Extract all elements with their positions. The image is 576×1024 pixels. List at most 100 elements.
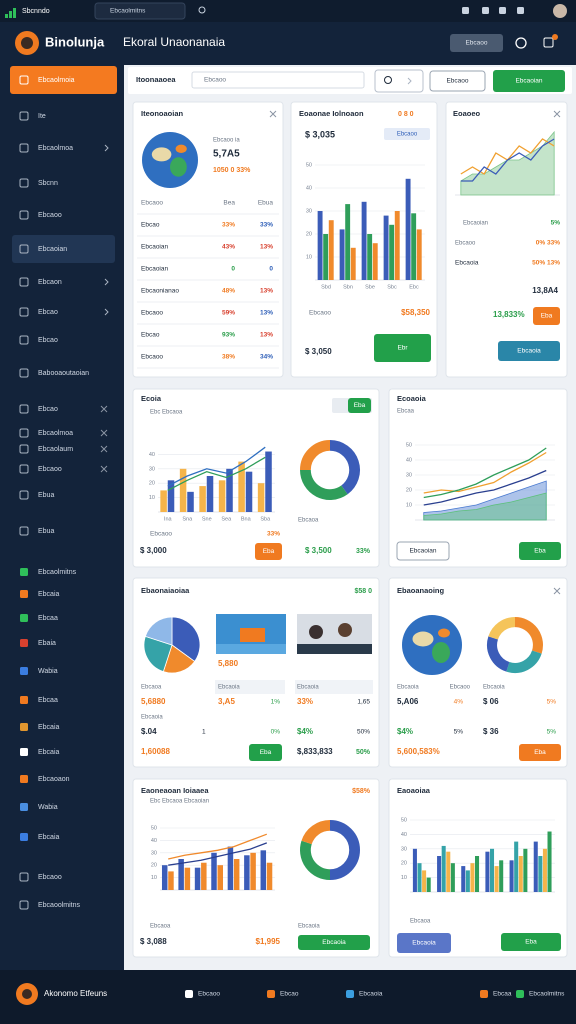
footer-label: Ebcaa bbox=[493, 991, 512, 998]
nav-icon bbox=[20, 639, 28, 647]
nav-item[interactable]: Ebcaolmitns bbox=[20, 568, 77, 576]
nav-label: Ebcaia bbox=[38, 749, 60, 756]
bar bbox=[194, 867, 201, 890]
nav-label: Ebcaon bbox=[38, 279, 62, 286]
y-tick-label: 20 bbox=[149, 481, 155, 487]
card-title: Ebaonaiaoiaa bbox=[141, 586, 190, 595]
bar bbox=[372, 243, 378, 280]
nav-item[interactable]: Wabia bbox=[20, 803, 58, 811]
header-icon bbox=[543, 37, 554, 48]
button[interactable]: Ebcaoia bbox=[397, 933, 451, 953]
nav-item[interactable]: Ebcaia bbox=[20, 723, 60, 731]
button[interactable]: Ebr bbox=[374, 334, 431, 362]
nav-item[interactable]: Ebcaoaon bbox=[20, 775, 70, 783]
button[interactable]: Ebcaoian bbox=[396, 541, 450, 561]
x-tick-label: Sbe bbox=[365, 284, 375, 290]
nav-item[interactable]: Ebcaa bbox=[20, 614, 58, 622]
nav-item[interactable]: Ebcaolmoa bbox=[19, 143, 73, 153]
bar bbox=[226, 468, 233, 512]
footer-label: Ebcaoo bbox=[198, 991, 220, 998]
nav-item[interactable]: Ebcaia bbox=[20, 833, 60, 841]
nav-item[interactable]: Ebcaon bbox=[19, 277, 62, 287]
x-tick-label: Sna bbox=[182, 516, 193, 522]
button[interactable]: Eba bbox=[255, 543, 282, 560]
top-icon bbox=[499, 7, 506, 14]
card-text: 33% bbox=[297, 697, 313, 706]
button-label: Eba bbox=[534, 749, 546, 756]
button[interactable]: Ebcaoian bbox=[493, 70, 565, 92]
bar bbox=[211, 852, 217, 890]
footer-item[interactable]: Ebcaolmitns bbox=[516, 990, 565, 998]
nav-item[interactable]: Ebcaolmoa bbox=[19, 428, 73, 438]
nav-item[interactable]: Ebcaoolmitns bbox=[19, 900, 81, 910]
nav-item[interactable]: Ebcaia bbox=[20, 590, 60, 598]
nav-label: Wabia bbox=[38, 804, 58, 811]
table-cell: Ebcaoo bbox=[141, 310, 163, 317]
footer-item[interactable]: Ebcao bbox=[267, 990, 299, 998]
y-tick-label: 50 bbox=[306, 162, 312, 168]
nav-item[interactable]: Ebua bbox=[19, 490, 54, 500]
nav-item[interactable]: Ebaia bbox=[20, 639, 56, 647]
table-cell: 13% bbox=[260, 310, 273, 317]
footer-item[interactable]: Ebcaoo bbox=[185, 990, 220, 998]
nav-item[interactable]: Ebcao bbox=[19, 335, 58, 345]
button[interactable]: Ebcaoia bbox=[498, 341, 560, 361]
bar bbox=[160, 490, 167, 512]
globe bbox=[142, 132, 198, 188]
card-text: $,833,833 bbox=[297, 747, 333, 756]
footer-item[interactable]: Ebcaa bbox=[480, 990, 512, 998]
bar bbox=[499, 860, 504, 892]
button[interactable]: Eba bbox=[348, 398, 371, 413]
nav-item[interactable]: Ebcaolaum bbox=[19, 444, 73, 454]
button[interactable]: Eba bbox=[519, 744, 561, 761]
button[interactable]: Eba bbox=[249, 744, 282, 761]
sidebar bbox=[0, 65, 124, 970]
bar bbox=[218, 480, 226, 512]
bar bbox=[465, 870, 470, 892]
button[interactable]: Eba bbox=[533, 307, 560, 325]
nav-item[interactable]: Wabia bbox=[20, 667, 58, 675]
footer-brand: Akonomo Etfeuns bbox=[44, 989, 107, 998]
nav-icon bbox=[19, 444, 29, 454]
table-cell: 13% bbox=[260, 244, 273, 251]
sidebar-highlight bbox=[12, 235, 115, 263]
nav-item[interactable]: Ebcaoo bbox=[19, 872, 62, 882]
nav-item[interactable]: Ebcaia bbox=[20, 748, 60, 756]
nav-item[interactable]: Ite bbox=[19, 111, 46, 121]
nav-label: Ite bbox=[38, 113, 46, 120]
card-text: Ebcaoia bbox=[455, 260, 479, 267]
nav-item[interactable]: Ebcaoo bbox=[19, 464, 62, 474]
nav-item[interactable]: Ebcaa bbox=[20, 696, 58, 704]
toolbar-search-text: Ebcaoo bbox=[204, 77, 226, 84]
card-text: Ebcaoia bbox=[298, 924, 320, 930]
globe-land bbox=[175, 144, 187, 153]
nav-label: Ebcaia bbox=[38, 724, 60, 731]
nav-label: Ebcaoaon bbox=[38, 776, 70, 783]
button[interactable]: Eba bbox=[519, 542, 561, 560]
nav-item[interactable]: Babooaoutaoian bbox=[19, 368, 89, 378]
donut-segment bbox=[329, 440, 360, 495]
button[interactable]: Ebcaoia bbox=[298, 935, 370, 950]
pie-slice bbox=[143, 635, 173, 673]
card-text: $4% bbox=[397, 727, 413, 736]
donut-segment bbox=[300, 440, 331, 471]
bar bbox=[178, 859, 184, 890]
nav-item[interactable]: Ebcao bbox=[19, 307, 58, 317]
card-text: $ 3,088 bbox=[140, 937, 167, 946]
top-icon bbox=[462, 7, 469, 14]
nav-item[interactable]: Ebcaoian bbox=[19, 244, 67, 254]
nav-item[interactable]: Sbcnn bbox=[19, 178, 58, 188]
button[interactable]: Ebcaoo bbox=[429, 70, 486, 92]
toolbar-filter bbox=[374, 69, 424, 93]
nav-item[interactable]: Ebua bbox=[19, 526, 54, 536]
button[interactable]: Ebcaoo bbox=[450, 34, 503, 52]
nav-item[interactable]: Ebcaolmoia bbox=[19, 75, 75, 85]
bar bbox=[328, 220, 334, 280]
footer-item[interactable]: Ebcaoia bbox=[346, 990, 383, 998]
nav-item[interactable]: Ebcao bbox=[19, 404, 58, 414]
nav-item[interactable]: Ebcaoo bbox=[19, 210, 62, 220]
nav-icon bbox=[20, 614, 28, 622]
footer-label: Ebcao bbox=[280, 991, 299, 998]
bar bbox=[383, 215, 389, 280]
button[interactable]: Eba bbox=[501, 933, 561, 951]
